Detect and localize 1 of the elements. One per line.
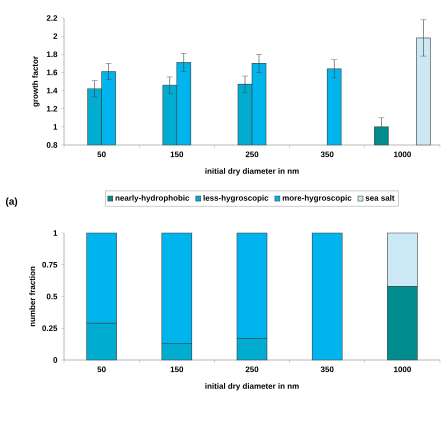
- text: (a): [6, 198, 18, 207]
